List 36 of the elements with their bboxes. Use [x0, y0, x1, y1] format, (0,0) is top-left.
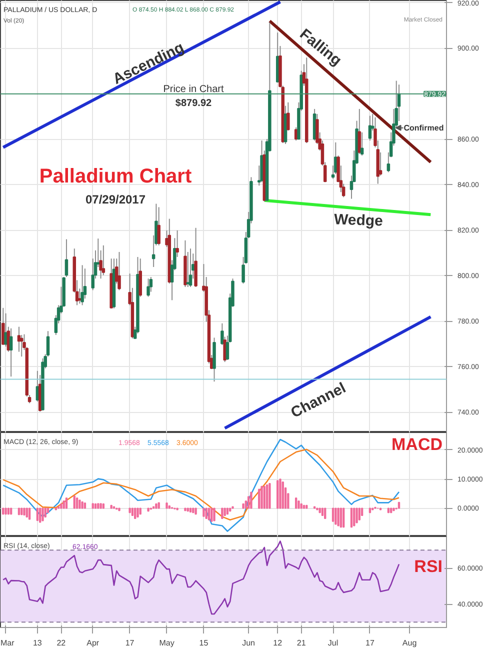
- candlestick: [176, 230, 179, 258]
- candlestick: [157, 206, 160, 246]
- x-tick-label: Aug: [402, 638, 417, 648]
- annotation: Wedge: [334, 211, 384, 230]
- candlestick: [118, 251, 121, 291]
- x-tick-label: Mar: [0, 638, 15, 648]
- annotation: Confirmed: [404, 123, 444, 132]
- annotation: MACD: [392, 435, 443, 454]
- x-tick-label: 17: [125, 638, 135, 648]
- candlestick: [188, 248, 192, 288]
- line-series: [2, 448, 400, 521]
- x-tick-label: 22: [56, 638, 66, 648]
- candlestick: [378, 152, 382, 176]
- x-tick-label: Apr: [86, 638, 100, 648]
- x-tick-label: 12: [273, 638, 283, 648]
- candlestick: [80, 264, 84, 306]
- candlestick: [9, 328, 13, 378]
- text: Palladium Chart: [39, 166, 192, 188]
- x-tick-label: Jun: [242, 638, 256, 648]
- x-tick-label: 21: [296, 638, 306, 648]
- line-series: [2, 540, 400, 615]
- x-tick-label: May: [159, 638, 174, 648]
- x-tick-label: 15: [199, 638, 209, 648]
- x-tick-label: 17: [366, 638, 375, 648]
- text: 07/29/2017: [85, 192, 146, 206]
- candlestick: [146, 278, 150, 298]
- annotation: RSI: [414, 557, 443, 576]
- candlestick: [102, 244, 106, 276]
- annotation: $879.92: [175, 98, 212, 109]
- candlestick: [186, 251, 190, 288]
- x-tick-label: 13: [33, 638, 42, 648]
- annotation: Price in Chart: [163, 84, 224, 95]
- candlestick: [2, 307, 5, 346]
- candlestick: [64, 238, 68, 278]
- x-tick-label: Jul: [328, 638, 338, 648]
- candlestick: [368, 115, 372, 142]
